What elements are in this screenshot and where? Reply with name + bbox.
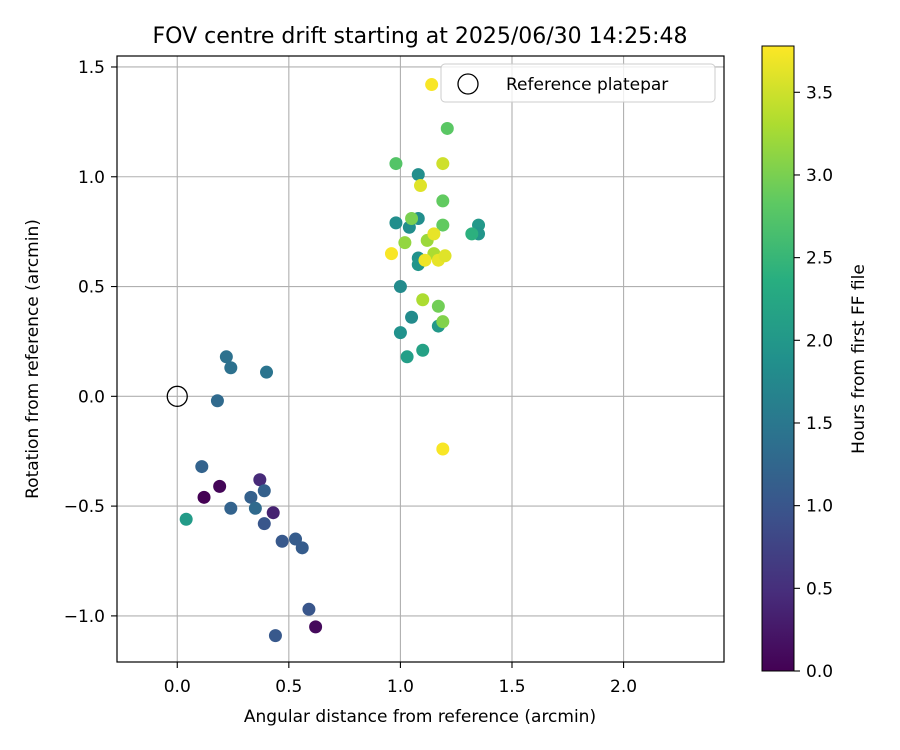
- data-point: [427, 227, 441, 241]
- y-tick-label: 1.5: [78, 58, 105, 78]
- data-point: [398, 236, 412, 250]
- colorbar-tick-label: 1.5: [806, 414, 833, 434]
- x-tick-label: 0.0: [164, 677, 191, 697]
- data-point: [436, 218, 450, 232]
- data-point: [219, 350, 233, 364]
- x-axis-ticks: 0.0 0.5 1.0 1.5 2.0: [164, 662, 637, 697]
- plot-frame: [116, 55, 725, 663]
- data-point: [268, 629, 282, 643]
- data-point: [260, 365, 274, 379]
- colorbar: [761, 45, 795, 672]
- colorbar-tick-label: 2.0: [806, 331, 833, 351]
- data-point: [389, 157, 403, 171]
- y-tick-label: −0.5: [64, 497, 105, 517]
- data-point: [436, 194, 450, 208]
- y-tick-label: −1.0: [64, 607, 105, 627]
- legend-box: [440, 63, 716, 103]
- data-points: [166, 78, 486, 643]
- data-point: [436, 442, 450, 456]
- data-point: [440, 121, 454, 135]
- data-point: [257, 517, 271, 531]
- data-point: [405, 211, 419, 225]
- grid: [117, 56, 724, 662]
- y-axis-label: Rotation from reference (arcmin): [23, 219, 43, 499]
- colorbar-label: Hours from first FF file: [849, 264, 869, 454]
- legend: Reference platepar: [440, 63, 716, 103]
- colorbar-tick-label: 3.5: [806, 83, 833, 103]
- y-axis-ticks: −1.0 −0.5 0.0 0.5 1.0 1.5: [64, 58, 117, 627]
- data-point: [431, 299, 445, 313]
- x-tick-label: 2.0: [610, 677, 637, 697]
- x-tick-label: 1.0: [387, 677, 414, 697]
- y-tick-label: 1.0: [78, 168, 105, 188]
- data-point: [197, 490, 211, 504]
- data-point: [425, 78, 439, 92]
- data-point: [179, 512, 193, 526]
- plot-background: [117, 56, 724, 662]
- colorbar-ticks: 0.0 0.5 1.0 1.5 2.0 2.5 3.0 3.5: [794, 83, 833, 682]
- y-tick-label: 0.0: [78, 387, 105, 407]
- colorbar-tick-label: 0.5: [806, 579, 833, 599]
- data-point: [405, 310, 419, 324]
- data-point: [393, 280, 407, 294]
- data-point: [210, 394, 224, 408]
- data-point: [465, 227, 479, 241]
- data-point: [302, 602, 316, 616]
- data-point: [436, 157, 450, 171]
- data-point: [436, 315, 450, 329]
- data-point: [416, 343, 430, 357]
- data-point: [416, 293, 430, 307]
- data-point: [400, 350, 414, 364]
- x-axis-label: Angular distance from reference (arcmin): [244, 707, 596, 727]
- data-point: [389, 216, 403, 230]
- data-point: [257, 484, 271, 498]
- data-point: [275, 534, 289, 548]
- reference-platepar-marker: [166, 385, 188, 407]
- x-tick-label: 1.5: [498, 677, 525, 697]
- data-point: [213, 479, 227, 493]
- y-tick-label: 0.5: [78, 278, 105, 298]
- data-point: [414, 179, 427, 193]
- colorbar-tick-label: 2.5: [806, 249, 833, 269]
- x-tick-label: 0.5: [275, 677, 302, 697]
- data-point: [244, 490, 258, 504]
- legend-marker-reference: [457, 73, 479, 95]
- data-point: [393, 326, 407, 340]
- data-point: [248, 501, 262, 515]
- data-point: [266, 506, 280, 520]
- data-point: [418, 253, 432, 267]
- data-point: [224, 501, 238, 515]
- colorbar-tick-label: 1.0: [806, 497, 833, 517]
- data-point: [384, 247, 398, 261]
- data-point: [195, 460, 209, 474]
- data-point: [224, 361, 238, 375]
- colorbar-tick-label: 0.0: [806, 662, 833, 682]
- data-point: [438, 249, 452, 263]
- data-point: [411, 168, 425, 182]
- legend-label-reference: Reference platepar: [506, 75, 668, 95]
- data-point: [309, 620, 323, 634]
- chart-title: FOV centre drift starting at 2025/06/30 …: [153, 24, 688, 49]
- colorbar-tick-label: 3.0: [806, 166, 833, 186]
- data-point: [295, 541, 309, 555]
- data-point: [289, 532, 303, 546]
- data-point: [253, 473, 267, 487]
